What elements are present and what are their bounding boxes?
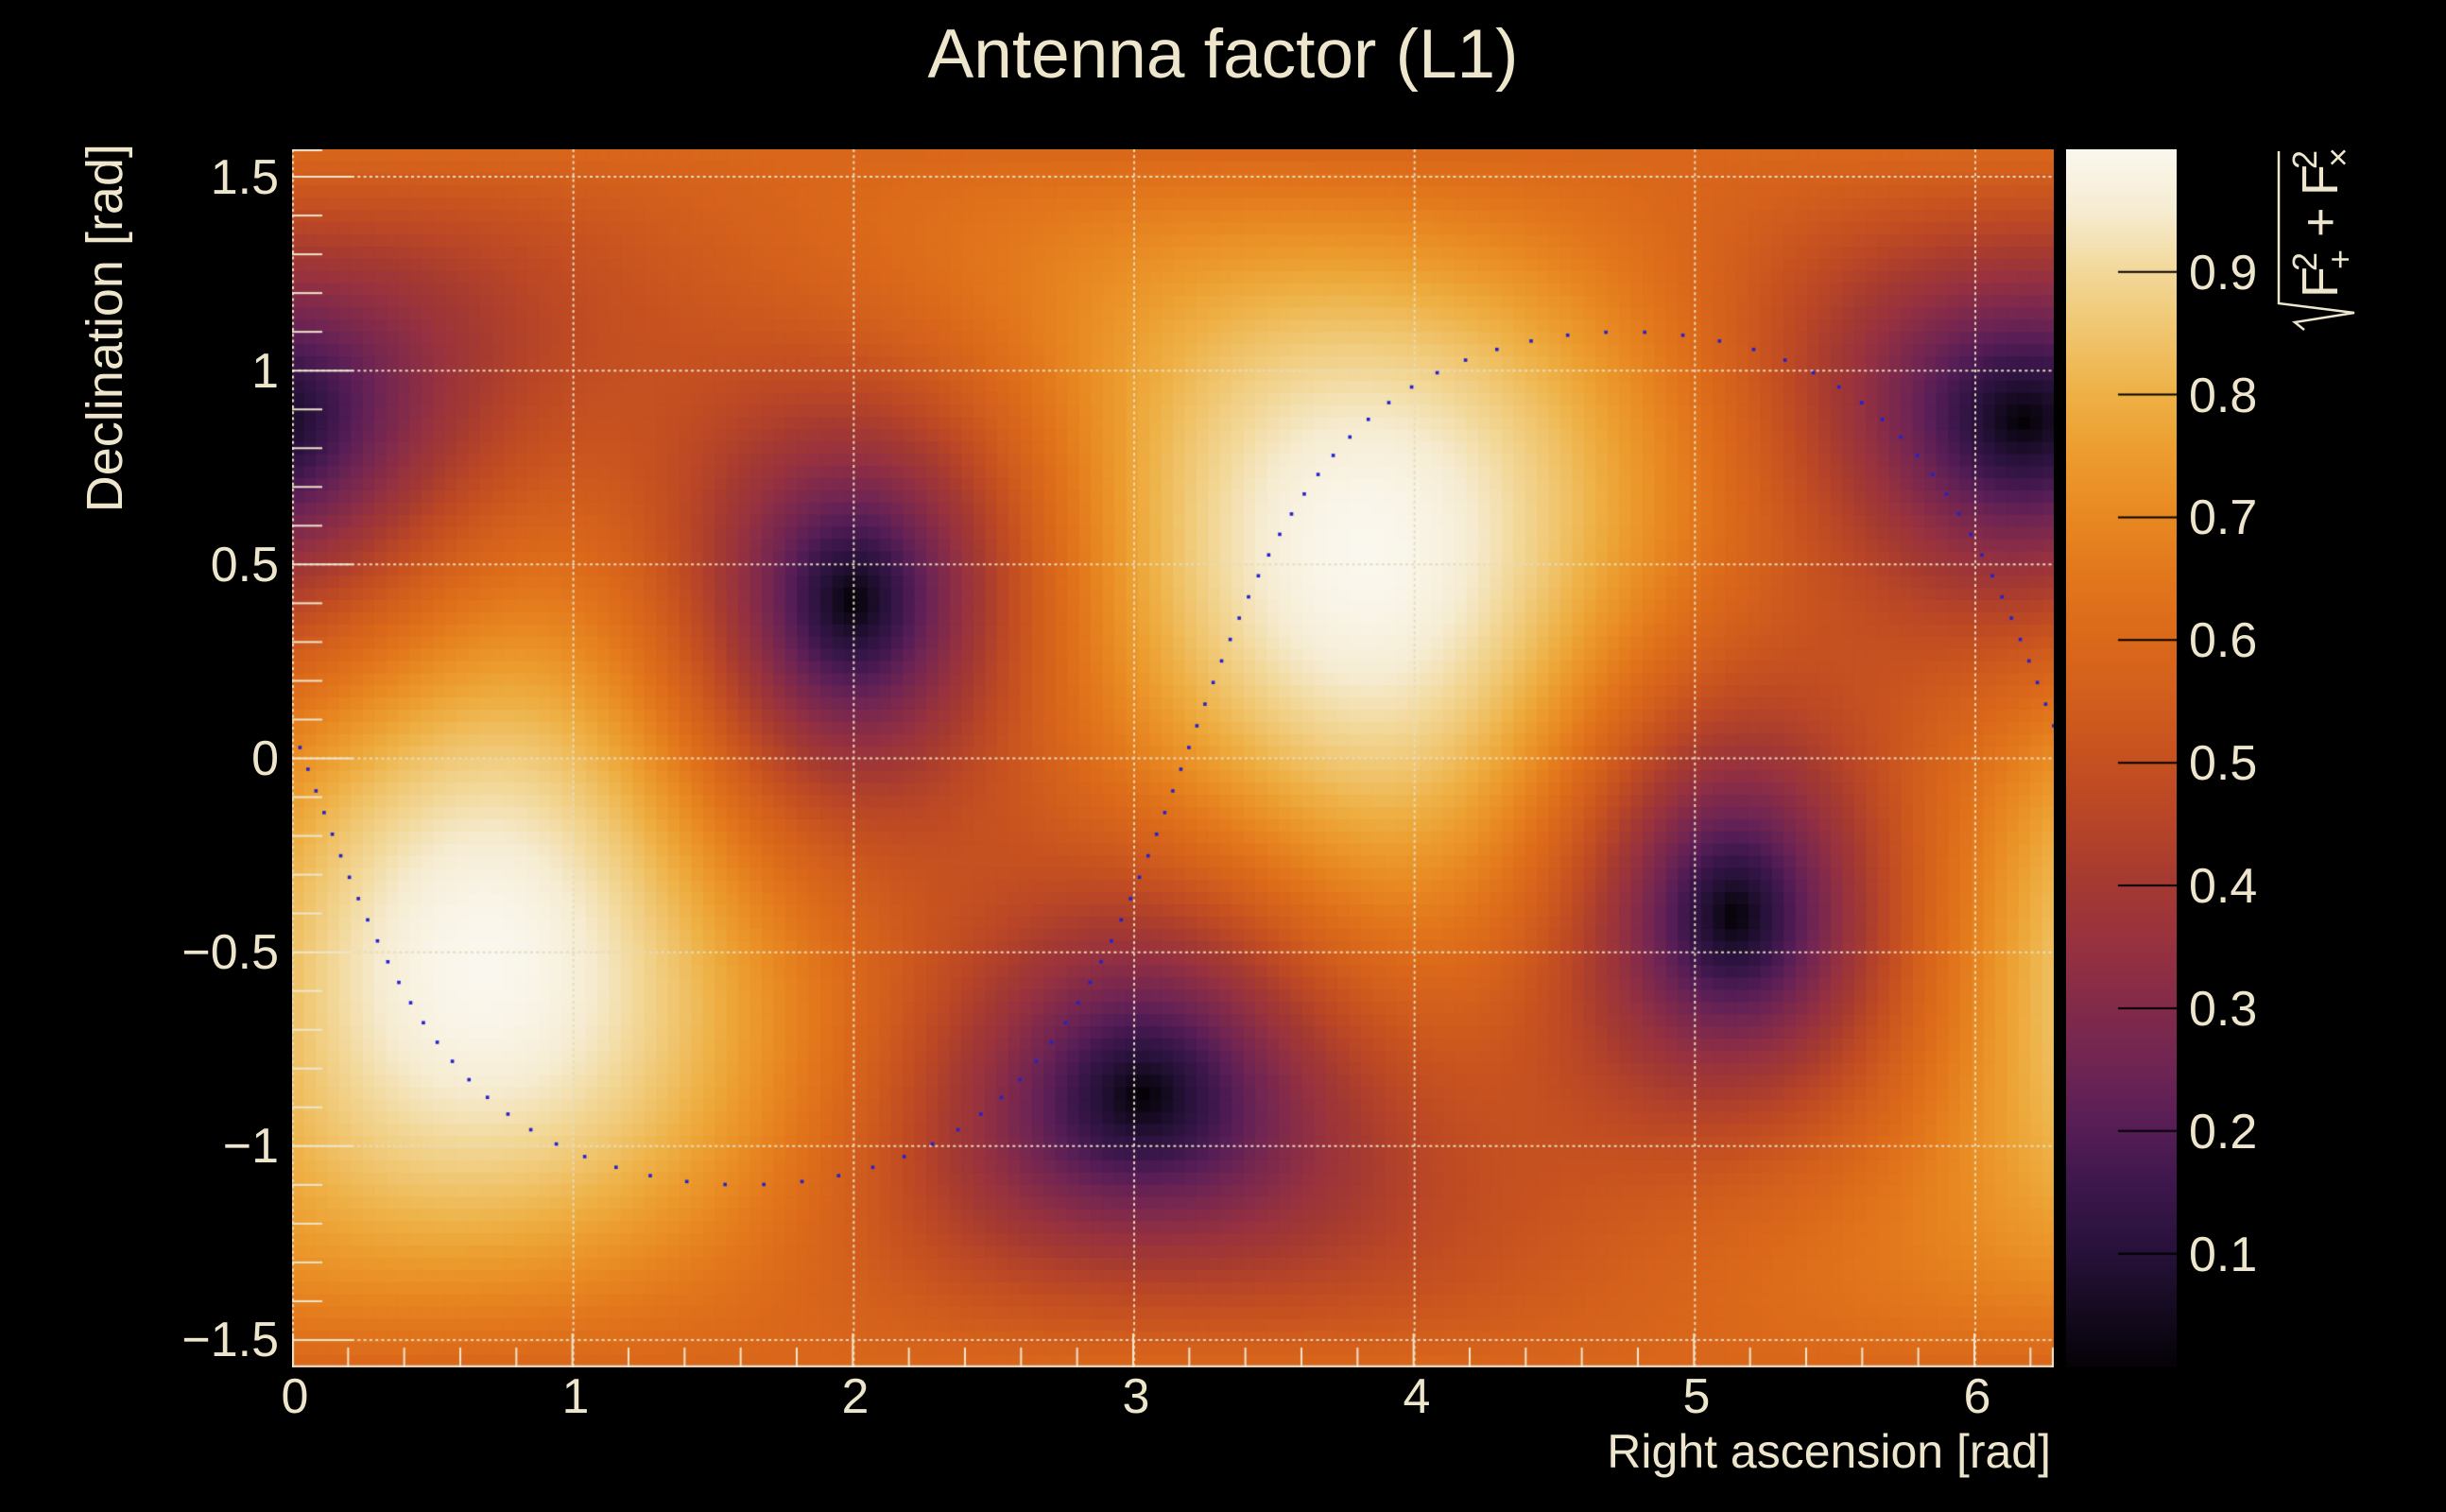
svg-text:2: 2 — [2285, 150, 2324, 169]
svg-text:2: 2 — [2285, 252, 2324, 271]
svg-text:×: × — [2318, 147, 2357, 167]
svg-text:+: + — [2292, 207, 2349, 237]
svg-text:F: F — [2292, 266, 2349, 298]
svg-text:+: + — [2320, 249, 2359, 269]
svg-text:F: F — [2292, 164, 2349, 196]
